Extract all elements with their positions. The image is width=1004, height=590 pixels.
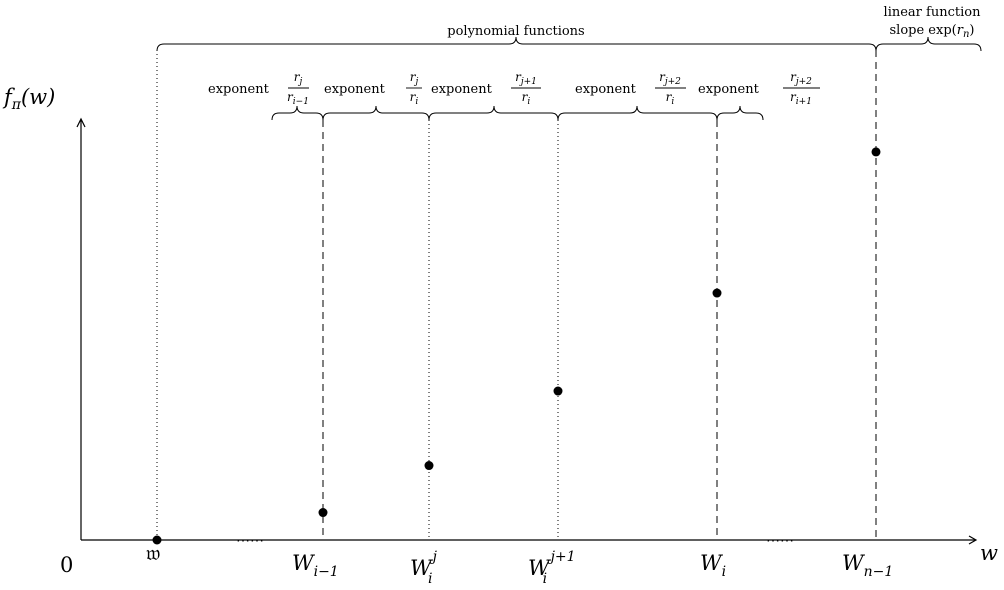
data-point-5 [872,147,881,156]
exponent-label-5: exponent rj+2 ri+1 [698,70,820,107]
x-tick-w-nm1: Wn−1 [842,551,893,580]
svg-text:ri: ri [522,90,531,107]
exponent-label-1: exponent rj ri−1 [208,70,309,107]
x-tick-w-im1: Wi−1 [292,551,339,580]
svg-text:ri: ri [410,90,419,107]
origin-label: 0 [60,553,73,577]
brace-exponent-5 [717,106,763,120]
svg-text:exponent: exponent [431,82,493,97]
svg-text:exponent: exponent [324,82,386,97]
linear-function-label: linear function [884,5,982,20]
exponent-label-2: exponent rj ri [324,70,422,107]
svg-text:rj: rj [294,70,303,87]
svg-text:rj+2: rj+2 [659,70,681,87]
svg-text:ri: ri [666,90,675,107]
data-point-2 [425,461,434,470]
exponent-label-3: exponent rj+1 ri [431,70,541,107]
brace-polynomial [157,37,876,51]
svg-text:exponent: exponent [208,82,270,97]
x-tick-frak-w: 𝔴 [146,541,160,565]
svg-text:exponent: exponent [575,82,637,97]
brace-exponent-3 [429,106,558,120]
x-tick-w-i: Wi [700,551,726,580]
y-axis-label: fπ(w) [2,85,55,113]
brace-exponent-1 [272,106,323,120]
data-point-3 [554,387,563,396]
svg-text:rj+2: rj+2 [790,70,812,87]
data-point-4 [713,289,722,298]
x-axis-label: w [980,541,998,565]
svg-text:rj: rj [410,70,419,87]
svg-text:ri+1: ri+1 [790,90,812,107]
points-layer [153,147,881,544]
brace-exponent-2 [323,106,429,120]
polynomial-functions-label: polynomial functions [447,24,584,39]
brace-exponent-4 [558,106,717,120]
exponent-label-4: exponent rj+2 ri [575,70,686,107]
svg-text:exponent: exponent [698,82,760,97]
svg-text:rj+1: rj+1 [515,70,537,87]
x-tick-w-ij1: Wj+1 i [528,549,576,587]
x-tick-w-ij: Wj i [410,549,438,587]
linear-slope-label: slope exp(rn) [890,23,975,40]
svg-text:ri−1: ri−1 [287,90,309,107]
gap-mark-right: ⋯⋯ [766,533,794,549]
gap-mark-left: ⋯⋯ [236,533,264,549]
data-point-1 [319,508,328,517]
